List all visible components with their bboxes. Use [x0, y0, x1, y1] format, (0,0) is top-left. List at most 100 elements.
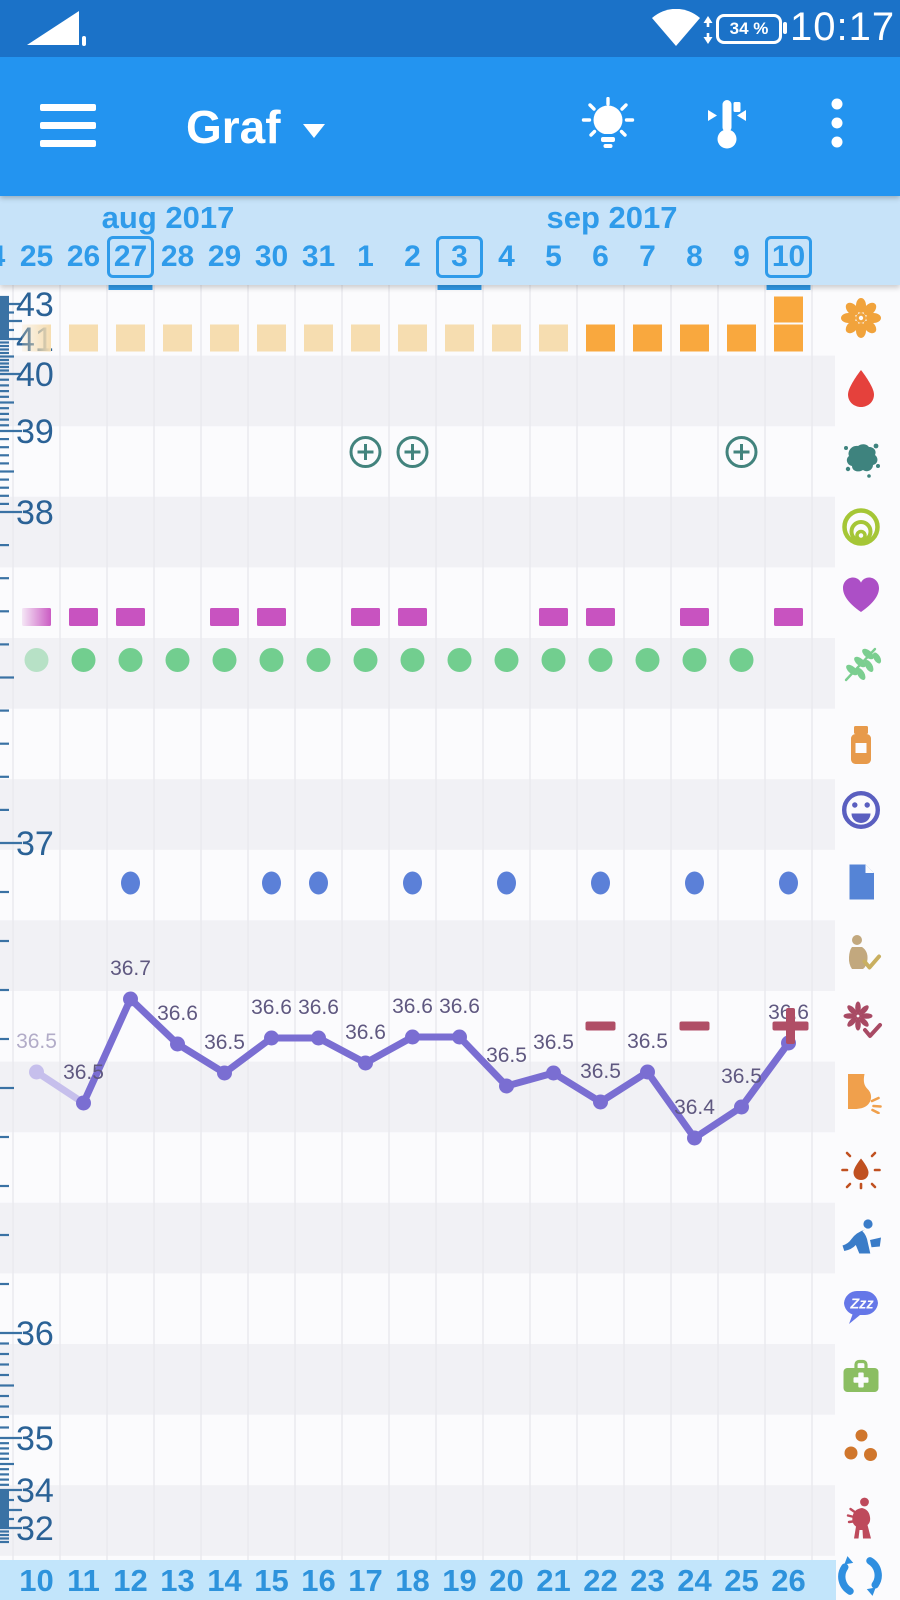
intercourse-bar [774, 608, 803, 626]
date-cell-1[interactable]: 1 [357, 240, 374, 273]
cycle-day-label: 20 [489, 1563, 524, 1598]
cycle-day-label: 18 [395, 1563, 430, 1598]
temp-point [123, 991, 138, 1007]
herbs-icon [839, 641, 883, 685]
pill-square [445, 324, 474, 352]
axis-label-39: 39 [16, 413, 54, 451]
temp-value-label: 36.5 [533, 1031, 574, 1054]
temp-point [76, 1095, 91, 1111]
page-title: Graf [186, 101, 281, 153]
pill-square [539, 324, 568, 352]
chevron-down-icon [302, 124, 325, 138]
month-label-sep: sep 2017 [546, 200, 678, 235]
note-dot [591, 871, 610, 895]
pill-square [351, 324, 380, 352]
signal-icon [24, 9, 88, 52]
selected-day-indicator [108, 285, 153, 290]
temp-point [452, 1029, 467, 1045]
blood-drop-icon [839, 366, 883, 410]
axis-label-32: 32 [16, 1510, 54, 1548]
herb-dot [541, 648, 566, 672]
temp-point [405, 1029, 420, 1045]
temp-value-label: 36.5 [486, 1044, 527, 1067]
spotting-drop-icon [839, 1146, 883, 1190]
axis-label-35: 35 [16, 1420, 54, 1458]
temp-value-label: 36.5 [16, 1030, 57, 1053]
title-dropdown[interactable]: Graf [186, 95, 325, 159]
intercourse-heart-icon [839, 573, 883, 617]
pill-square [774, 296, 803, 323]
circle-plus-mark [396, 436, 429, 468]
temp-point [311, 1030, 326, 1046]
date-cell-31[interactable]: 31 [301, 240, 336, 273]
temp-point [358, 1055, 373, 1071]
temp-line-faded [33, 1068, 87, 1107]
cycle-day-label: 19 [442, 1563, 477, 1598]
pill-square [22, 324, 51, 352]
intercourse-bar [586, 608, 615, 626]
axis-label-37: 37 [16, 825, 54, 863]
chart-band [0, 355, 835, 427]
calendar-header: aug 2017 sep 2017 4 25262728293031123456… [0, 196, 900, 285]
date-cell-6[interactable]: 6 [592, 240, 609, 273]
cycle-day-label: 21 [536, 1563, 571, 1598]
wifi-icon [650, 8, 702, 52]
ovulation-negative-mark [585, 1021, 616, 1031]
date-cell-9[interactable]: 9 [733, 240, 750, 273]
overflow-menu-button[interactable] [828, 97, 858, 153]
date-cell-28[interactable]: 28 [160, 240, 195, 273]
temp-value-label: 36.5 [580, 1060, 621, 1083]
medicine-bottle-icon [839, 723, 883, 767]
ovulation-positive-mark [786, 1008, 795, 1044]
date-cell-30[interactable]: 30 [254, 240, 289, 273]
cycle-day-label: 22 [583, 1563, 618, 1598]
herb-dot [729, 648, 754, 672]
axis-label-36: 36 [16, 1315, 54, 1353]
temp-point [264, 1030, 279, 1046]
pill-square [304, 324, 333, 352]
axis-label-40: 40 [16, 356, 54, 394]
temp-value-label: 36.7 [110, 957, 151, 980]
temp-value-label: 36.6 [157, 1002, 198, 1025]
pregnancy-test-icon [839, 931, 883, 975]
herb-dot [165, 648, 190, 672]
nausea-icon [839, 1216, 883, 1260]
ovulation-test-icon [839, 1000, 883, 1044]
date-cell-5[interactable]: 5 [545, 240, 562, 273]
date-cell-10[interactable]: 10 [765, 236, 812, 278]
date-cell-27[interactable]: 27 [107, 236, 154, 278]
herb-dot [306, 648, 331, 672]
cycle-day-label: 13 [160, 1563, 195, 1598]
date-cell-4[interactable]: 4 [498, 240, 515, 273]
temp-point [546, 1065, 561, 1081]
pill-square [163, 324, 192, 352]
hamburger-menu-button[interactable] [40, 104, 96, 148]
lightbulb-button[interactable] [578, 96, 638, 153]
thermometer-button[interactable] [696, 97, 756, 153]
cervical-mucus-icon [839, 505, 883, 549]
cycle-chart-canvas[interactable]: 4341403938373635343236.536.536.736.636.5… [0, 285, 900, 1560]
herb-dot [259, 648, 284, 672]
cycle-day-label: 14 [207, 1563, 242, 1598]
intercourse-bar [680, 608, 709, 626]
date-cell-3[interactable]: 3 [436, 236, 483, 278]
date-cell-26[interactable]: 26 [66, 240, 101, 273]
date-cell-25[interactable]: 25 [19, 240, 54, 273]
herb-dot [400, 648, 425, 672]
chart-band [0, 638, 835, 709]
flower-icon [839, 296, 883, 340]
date-cell-29[interactable]: 29 [207, 240, 242, 273]
date-cell-7[interactable]: 7 [639, 240, 656, 273]
acne-dots-icon [839, 1426, 883, 1470]
stain-icon [839, 436, 883, 480]
herb-dot [635, 648, 660, 672]
temp-point [687, 1130, 702, 1146]
date-cell-2[interactable]: 2 [404, 240, 421, 273]
chart-band [0, 779, 835, 850]
cycle-day-label: 17 [348, 1563, 383, 1598]
ovulation-negative-mark [679, 1021, 710, 1031]
date-cell-8[interactable]: 8 [686, 240, 703, 273]
intercourse-bar [351, 608, 380, 626]
first-aid-kit-icon [839, 1355, 883, 1399]
temp-point [640, 1064, 655, 1080]
